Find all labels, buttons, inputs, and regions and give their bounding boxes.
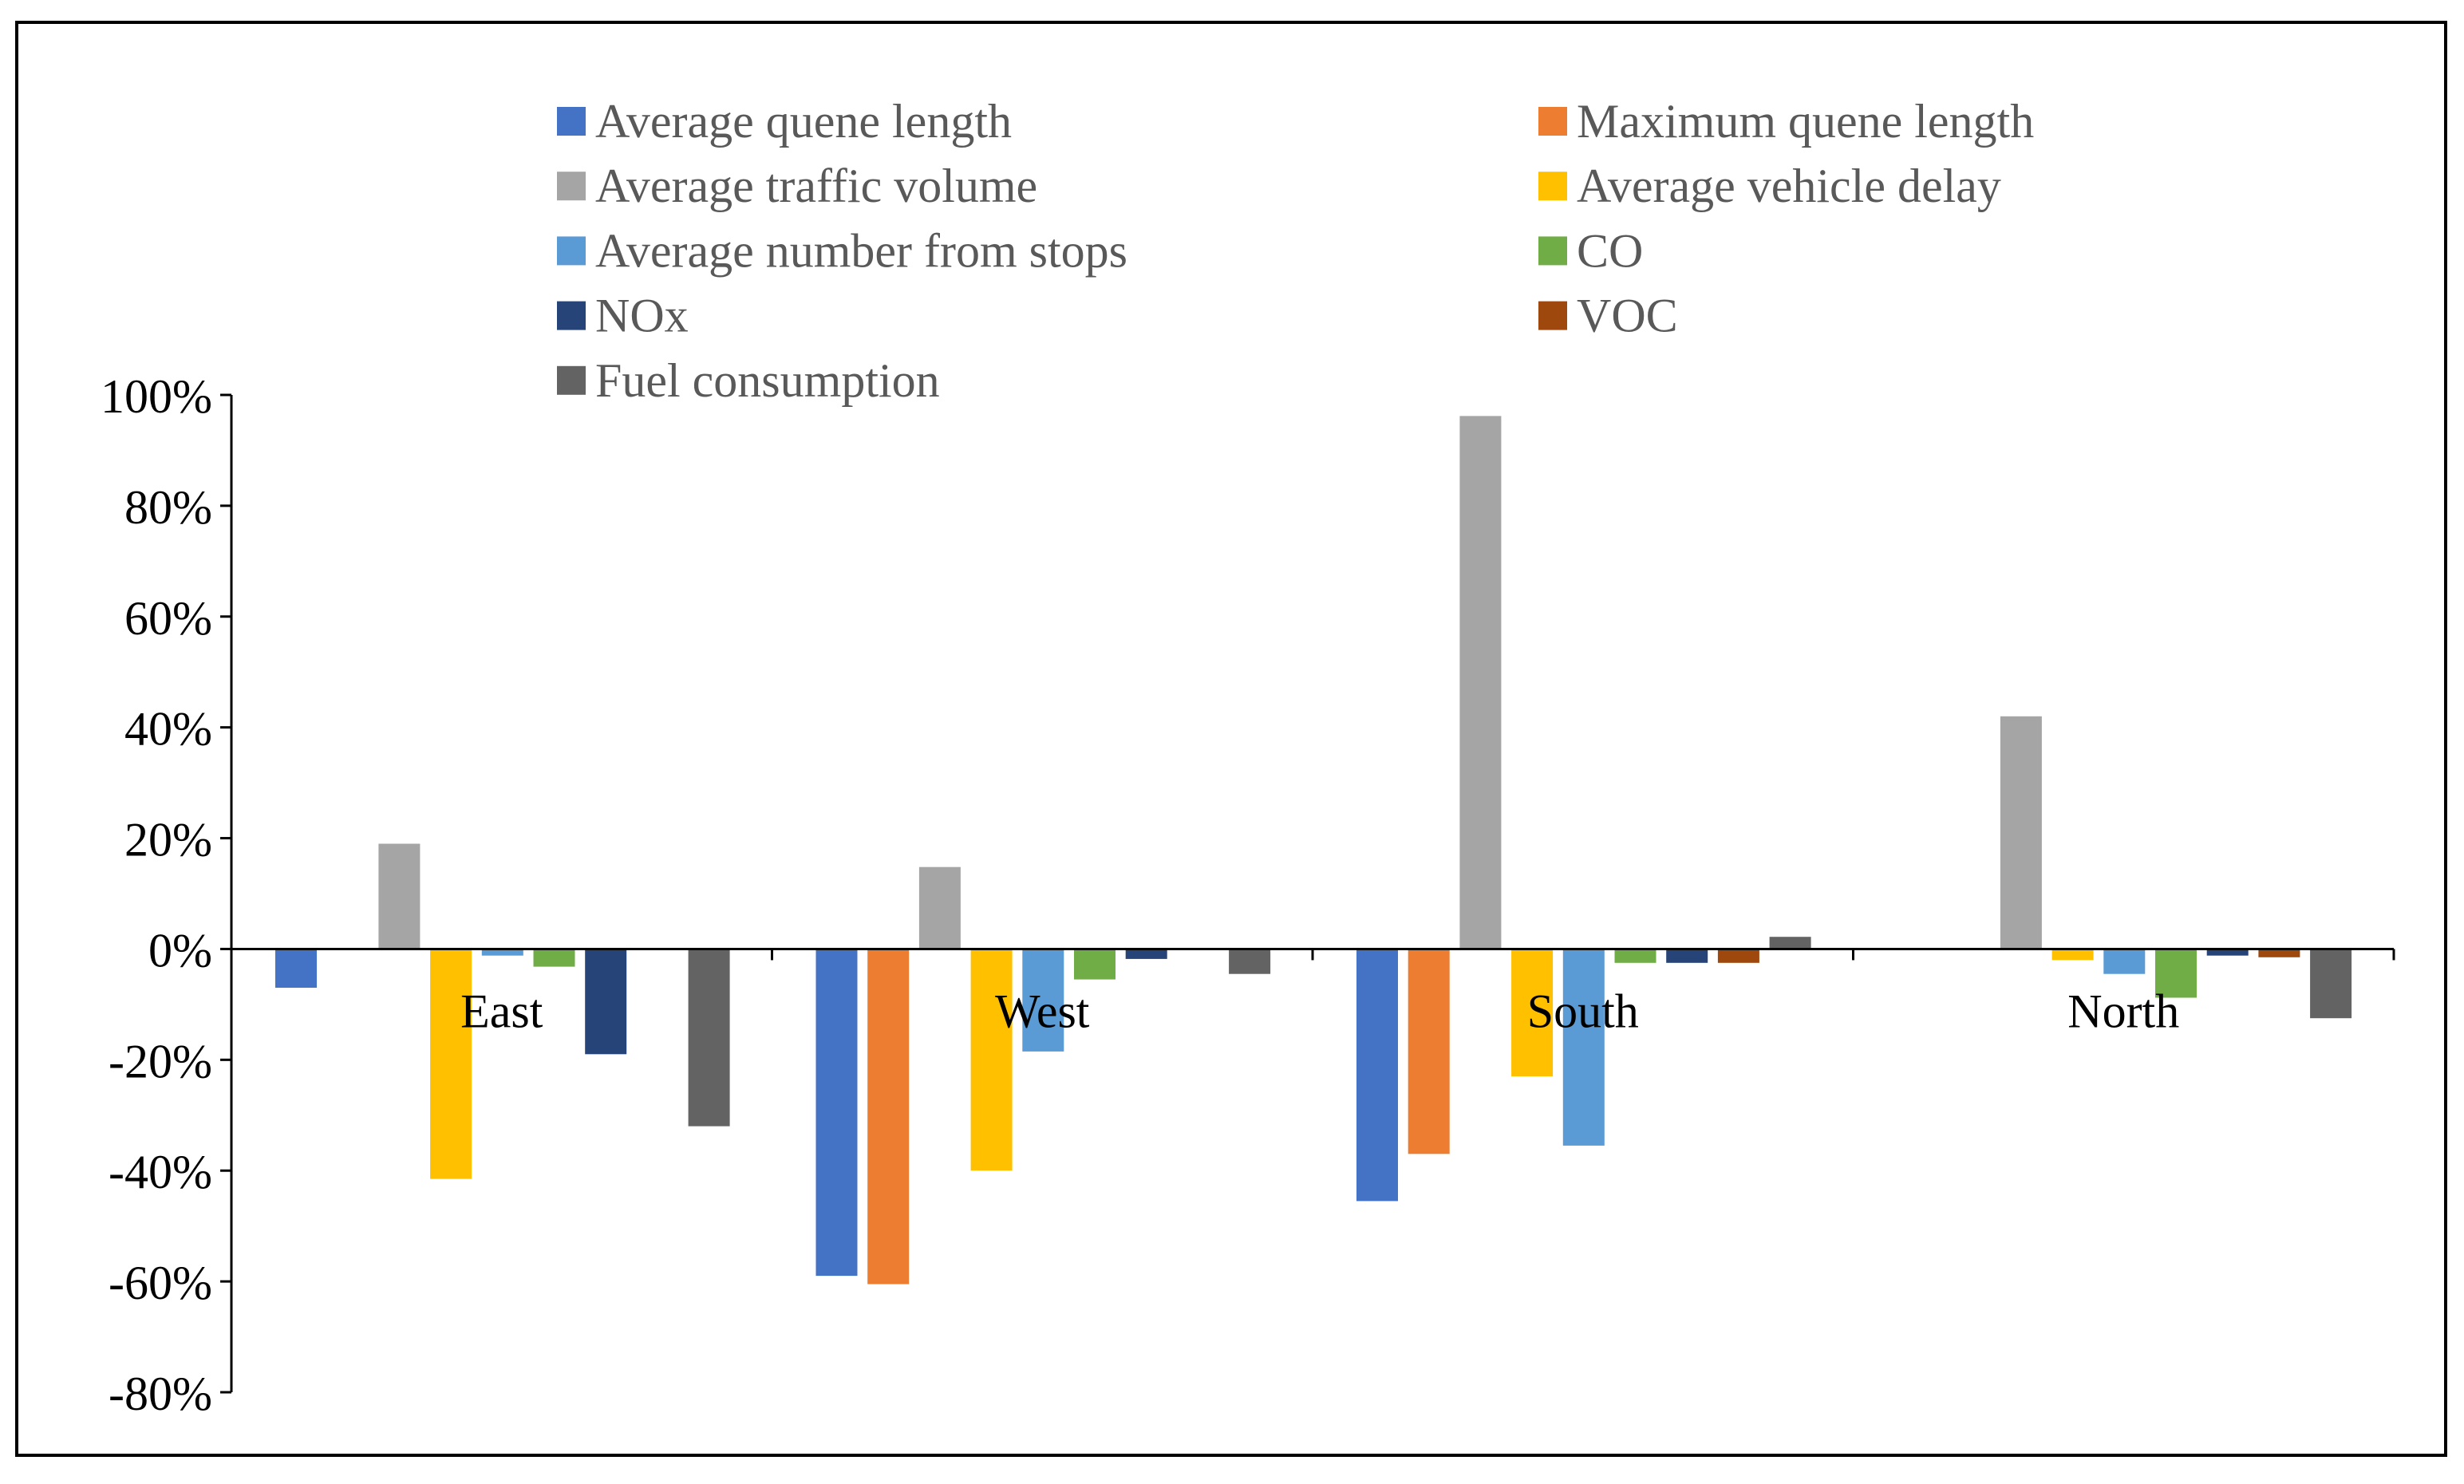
y-tick-label: -20% [109, 1035, 212, 1087]
bar-co-north [2155, 949, 2197, 998]
bar-nox-north [2206, 949, 2249, 956]
bar-co-west [1074, 949, 1116, 980]
bar-average-quene-length-east [275, 949, 317, 988]
y-tick-label: 20% [124, 814, 212, 866]
legend-swatch [1538, 301, 1567, 330]
legend-label: CO [1577, 224, 1643, 277]
x-category-label: East [460, 985, 543, 1037]
legend-label: Average number from stops [595, 224, 1127, 277]
y-tick-label: 0% [148, 924, 212, 977]
bar-average-number-from-stops-north [2103, 949, 2146, 974]
bar-voc-north [2258, 949, 2300, 957]
legend-label: Average traffic volume [595, 160, 1037, 212]
y-tick-label: -40% [109, 1146, 212, 1198]
legend-swatch [1538, 172, 1567, 201]
x-category-label: North [2067, 985, 2179, 1037]
axes-layer: 100% 80% 60% 40% 20% 0% -20% -40% -60% -80% East We… [101, 370, 2395, 1420]
y-tick-label: 60% [124, 592, 212, 645]
y-tick-label: 100% [101, 370, 212, 423]
bar-average-vehicle-delay-north [2051, 949, 2094, 961]
bar-nox-east [585, 949, 627, 1055]
bar-average-number-from-stops-east [481, 949, 523, 956]
legend-label: VOC [1577, 290, 1678, 342]
y-tick-label: 80% [124, 481, 212, 534]
legend-label: Maximum quene length [1577, 95, 2034, 148]
legend-swatch [1538, 107, 1567, 136]
bar-average-vehicle-delay-east [430, 949, 472, 1179]
bar-maximum-quene-length-south [1408, 949, 1450, 1154]
bar-average-number-from-stops-west [1022, 949, 1064, 1052]
bar-co-south [1614, 949, 1656, 963]
bar-fuel-consumption-north [2310, 949, 2352, 1019]
legend-swatch [557, 301, 586, 330]
y-tick-label: -80% [109, 1368, 212, 1420]
legend-label: NOx [595, 290, 689, 342]
bar-average-vehicle-delay-west [970, 949, 1013, 1171]
bar-fuel-consumption-south [1769, 937, 1811, 949]
bar-fuel-consumption-west [1229, 949, 1271, 974]
legend-label: Fuel consumption [595, 354, 940, 407]
chart-border [15, 21, 2447, 1457]
legend-swatch [1538, 236, 1567, 266]
x-category-label: West [995, 985, 1090, 1037]
legend-swatch [557, 236, 586, 266]
bar-average-vehicle-delay-south [1511, 949, 1554, 1077]
x-category-label: South [1527, 985, 1639, 1037]
bar-average-traffic-volume-west [918, 866, 961, 949]
bar-nox-west [1125, 949, 1167, 959]
legend-swatch [557, 107, 586, 136]
bar-average-number-from-stops-south [1562, 949, 1605, 1146]
bar-average-quene-length-south [1356, 949, 1398, 1202]
legend: Average quene length Maximum quene length… [557, 95, 2034, 407]
y-tick-label: 40% [124, 703, 212, 756]
bar-maximum-quene-length-west [867, 949, 910, 1285]
bar-average-traffic-volume-east [378, 843, 421, 949]
bar-average-quene-length-west [815, 949, 858, 1277]
bar-average-traffic-volume-south [1459, 416, 1502, 949]
bars-layer [275, 416, 2352, 1285]
bar-average-traffic-volume-north [2000, 716, 2042, 949]
bar-fuel-consumption-east [688, 949, 730, 1127]
bar-voc-south [1717, 949, 1759, 963]
legend-swatch [557, 365, 586, 395]
y-tick-label: -60% [109, 1257, 212, 1309]
legend-label: Average vehicle delay [1577, 160, 2001, 212]
bar-co-east [533, 949, 575, 967]
bar-nox-south [1666, 949, 1708, 963]
legend-swatch [557, 172, 586, 201]
legend-label: Average quene length [595, 95, 1012, 148]
